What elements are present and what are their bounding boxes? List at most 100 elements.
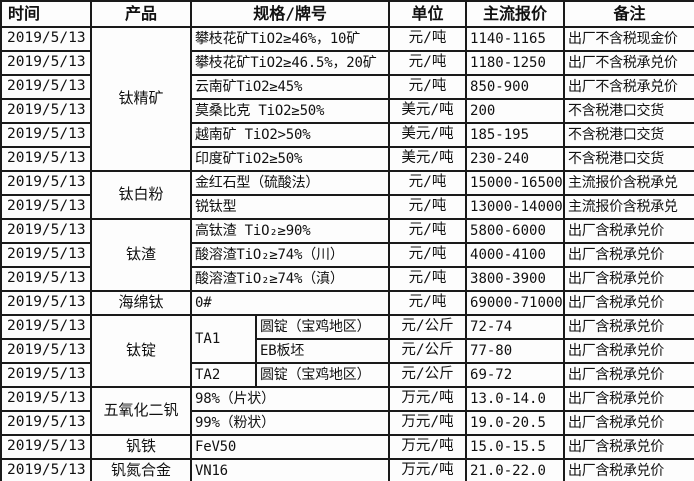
spec-cell: 云南矿TiO2≥45% bbox=[189, 74, 391, 100]
price-cell: 1180-1250 bbox=[465, 50, 566, 76]
unit-cell: 美元/吨 bbox=[388, 146, 468, 172]
price-cell: 3800-3900 bbox=[465, 266, 566, 292]
unit-cell: 万元/吨 bbox=[388, 458, 468, 481]
price-cell: 15.0-15.5 bbox=[465, 434, 566, 460]
unit-cell: 元/公斤 bbox=[388, 362, 468, 388]
price-cell: 21.0-22.0 bbox=[465, 458, 566, 481]
header-row: 时间 产品 规格/牌号 单位 主流报价 备注 bbox=[0, 0, 694, 28]
table-row: 2019/5/13 99%（粉状） 万元/吨 19.0-20.5 出厂含税承兑价 bbox=[0, 410, 694, 436]
price-cell: 69-72 bbox=[465, 362, 566, 388]
date-cell: 2019/5/13 bbox=[0, 290, 92, 316]
note-cell: 主流报价含税承兑 bbox=[563, 170, 694, 196]
spec-cell: TA1 bbox=[190, 314, 257, 364]
unit-cell: 元/吨 bbox=[388, 242, 468, 268]
header-unit: 单位 bbox=[388, 0, 468, 28]
unit-cell: 元/吨 bbox=[388, 290, 468, 316]
note-cell: 出厂含税承兑价 bbox=[563, 362, 694, 388]
price-cell: 77-80 bbox=[465, 338, 566, 364]
note-cell: 出厂不含税承兑价 bbox=[563, 50, 694, 76]
spec-cell: TA2 bbox=[190, 362, 257, 388]
header-spec: 规格/牌号 bbox=[189, 0, 391, 28]
date-cell: 2019/5/13 bbox=[0, 266, 92, 292]
date-cell: 2019/5/13 bbox=[0, 434, 92, 460]
note-cell: 出厂含税承兑价 bbox=[563, 386, 694, 412]
price-cell: 230-240 bbox=[465, 146, 566, 172]
table-row: 2019/5/13 越南矿 TiO2>50% 美元/吨 185-195 不含税港… bbox=[0, 122, 694, 148]
product-cell: 钛锭 bbox=[90, 314, 192, 388]
table-row: 2019/5/13 云南矿TiO2≥45% 元/吨 850-900 出厂不含税承… bbox=[0, 74, 694, 100]
note-cell: 出厂不含税承兑价 bbox=[563, 74, 694, 100]
date-cell: 2019/5/13 bbox=[0, 410, 92, 436]
note-cell: 出厂含税承兑价 bbox=[563, 410, 694, 436]
unit-cell: 元/吨 bbox=[388, 194, 468, 220]
product-cell: 海绵钛 bbox=[90, 290, 192, 316]
spec-cell: 酸溶渣TiO₂≥74%（滇） bbox=[189, 266, 391, 292]
table-row: 2019/5/13 钛锭 TA1 圆锭（宝鸡地区） 元/公斤 72-74 出厂含… bbox=[0, 314, 694, 388]
date-cell: 2019/5/13 bbox=[0, 146, 92, 172]
header-price: 主流报价 bbox=[465, 0, 566, 28]
unit-cell: 元/吨 bbox=[388, 26, 468, 52]
date-cell: 2019/5/13 bbox=[0, 170, 92, 196]
date-cell: 2019/5/13 bbox=[0, 242, 92, 268]
spec-cell: 金红石型（硫酸法） bbox=[189, 170, 391, 196]
date-cell: 2019/5/13 bbox=[0, 386, 92, 412]
price-cell: 200 bbox=[465, 98, 566, 124]
date-cell: 2019/5/13 bbox=[0, 314, 92, 340]
header-note: 备注 bbox=[563, 0, 694, 28]
spec-cell: 锐钛型 bbox=[189, 194, 391, 220]
note-cell: 出厂含税承兑价 bbox=[563, 242, 694, 268]
unit-cell: 元/吨 bbox=[388, 74, 468, 100]
table-row: 2019/5/13 酸溶渣TiO₂≥74%（川） 元/吨 4000-4100 出… bbox=[0, 242, 694, 268]
date-cell: 2019/5/13 bbox=[0, 338, 92, 364]
price-cell: 850-900 bbox=[465, 74, 566, 100]
price-cell: 4000-4100 bbox=[465, 242, 566, 268]
date-cell: 2019/5/13 bbox=[0, 74, 92, 100]
product-cell: 钛白粉 bbox=[90, 170, 192, 220]
price-cell: 72-74 bbox=[465, 314, 566, 340]
note-cell: 不含税港口交货 bbox=[563, 122, 694, 148]
unit-cell: 元/公斤 bbox=[388, 338, 468, 364]
note-cell: 出厂含税承兑价 bbox=[563, 290, 694, 316]
spec-cell: 越南矿 TiO2>50% bbox=[189, 122, 391, 148]
table-row: 2019/5/13 钛白粉 金红石型（硫酸法） 元/吨 15000-16500 … bbox=[0, 170, 694, 220]
date-cell: 2019/5/13 bbox=[0, 194, 92, 220]
price-cell: 15000-16500 bbox=[465, 170, 566, 196]
note-cell: 出厂含税承兑价 bbox=[563, 338, 694, 364]
unit-cell: 元/吨 bbox=[388, 266, 468, 292]
spec-cell: 攀枝花矿TiO2≥46%，10矿 bbox=[189, 26, 391, 52]
header-time: 时间 bbox=[0, 0, 92, 28]
spec-sub-cell: 圆锭（宝鸡地区） bbox=[254, 362, 391, 388]
price-cell: 13000-14000 bbox=[465, 194, 566, 220]
table-row: 2019/5/13 钛精矿 攀枝花矿TiO2≥46%，10矿 元/吨 1140-… bbox=[0, 26, 694, 172]
table-row: 2019/5/13 TA2 圆锭（宝鸡地区） 元/公斤 69-72 出厂含税承兑… bbox=[0, 362, 694, 388]
price-cell: 19.0-20.5 bbox=[465, 410, 566, 436]
unit-cell: 元/吨 bbox=[388, 170, 468, 196]
unit-cell: 元/吨 bbox=[388, 50, 468, 76]
product-cell: 钛渣 bbox=[90, 218, 192, 292]
spec-cell: 攀枝花矿TiO2≥46.5%，20矿 bbox=[189, 50, 391, 76]
price-cell: 1140-1165 bbox=[465, 26, 566, 52]
product-cell: 钒铁 bbox=[90, 434, 192, 460]
product-cell: 钛精矿 bbox=[90, 26, 192, 172]
price-cell: 185-195 bbox=[465, 122, 566, 148]
spec-cell: 酸溶渣TiO₂≥74%（川） bbox=[189, 242, 391, 268]
unit-cell: 美元/吨 bbox=[388, 98, 468, 124]
spec-cell: 印度矿TiO2≥50% bbox=[189, 146, 391, 172]
table-row: 2019/5/13 印度矿TiO2≥50% 美元/吨 230-240 不含税港口… bbox=[0, 146, 694, 172]
spec-cell: 高钛渣 TiO₂≥90% bbox=[189, 218, 391, 244]
spec-cell: 98%（片状） bbox=[189, 386, 391, 412]
note-cell: 不含税港口交货 bbox=[563, 146, 694, 172]
date-cell: 2019/5/13 bbox=[0, 98, 92, 124]
note-cell: 出厂含税承兑价 bbox=[563, 434, 694, 460]
spec-cell: 99%（粉状） bbox=[189, 410, 391, 436]
date-cell: 2019/5/13 bbox=[0, 26, 92, 52]
spec-cell: 0# bbox=[189, 290, 391, 316]
unit-cell: 万元/吨 bbox=[388, 434, 468, 460]
note-cell: 不含税港口交货 bbox=[563, 98, 694, 124]
spec-sub-cell: EB板坯 bbox=[254, 338, 391, 364]
unit-cell: 美元/吨 bbox=[388, 122, 468, 148]
table-row: 2019/5/13 EB板坯 元/公斤 77-80 出厂含税承兑价 bbox=[0, 338, 694, 364]
spec-cell: VN16 bbox=[189, 458, 391, 481]
date-cell: 2019/5/13 bbox=[0, 458, 92, 481]
